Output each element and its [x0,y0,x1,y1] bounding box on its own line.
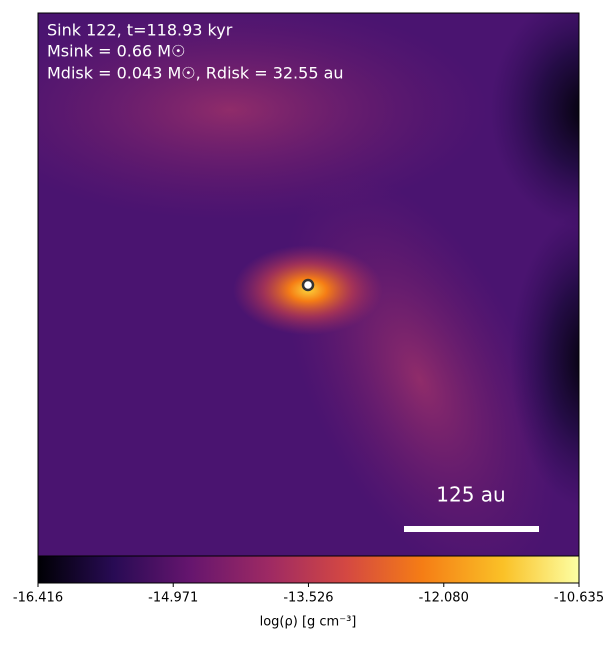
colorbar-tick-label: -14.971 [148,591,198,606]
title-line: Mdisk = 0.043 M☉, Rdisk = 32.55 au [47,64,344,83]
scale-bar [404,526,539,532]
colorbar-tick-label: -13.526 [283,591,333,606]
colorbar [37,555,580,584]
title-line: Sink 122, t=118.93 kyr [47,21,233,40]
colorbar-tick-label: -16.416 [13,591,63,606]
density-image [38,13,579,556]
title-line: Msink = 0.66 M☉ [47,42,185,61]
sink-marker [301,278,315,292]
scale-bar-label: 125 au [436,483,505,507]
colorbar-tick-label: -10.635 [554,591,604,606]
colorbar-tick-label: -12.080 [419,591,469,606]
colorbar-label: log(ρ) [g cm⁻³] [260,615,357,630]
